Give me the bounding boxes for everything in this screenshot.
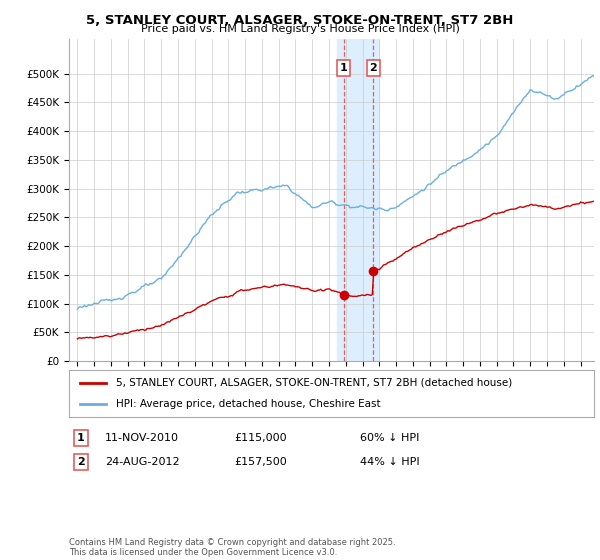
Text: £157,500: £157,500: [234, 457, 287, 467]
Text: 24-AUG-2012: 24-AUG-2012: [105, 457, 179, 467]
Text: 11-NOV-2010: 11-NOV-2010: [105, 433, 179, 443]
Text: 60% ↓ HPI: 60% ↓ HPI: [360, 433, 419, 443]
Text: 5, STANLEY COURT, ALSAGER, STOKE-ON-TRENT, ST7 2BH (detached house): 5, STANLEY COURT, ALSAGER, STOKE-ON-TREN…: [116, 378, 512, 388]
Text: £115,000: £115,000: [234, 433, 287, 443]
Text: 2: 2: [370, 63, 377, 73]
Text: Price paid vs. HM Land Registry's House Price Index (HPI): Price paid vs. HM Land Registry's House …: [140, 24, 460, 34]
Text: 44% ↓ HPI: 44% ↓ HPI: [360, 457, 419, 467]
Text: HPI: Average price, detached house, Cheshire East: HPI: Average price, detached house, Ches…: [116, 399, 381, 409]
Text: 1: 1: [340, 63, 347, 73]
Text: 1: 1: [77, 433, 85, 443]
Text: 2: 2: [77, 457, 85, 467]
Text: 5, STANLEY COURT, ALSAGER, STOKE-ON-TRENT, ST7 2BH: 5, STANLEY COURT, ALSAGER, STOKE-ON-TREN…: [86, 14, 514, 27]
Bar: [337, 39, 379, 361]
Text: Contains HM Land Registry data © Crown copyright and database right 2025.
This d: Contains HM Land Registry data © Crown c…: [69, 538, 395, 557]
